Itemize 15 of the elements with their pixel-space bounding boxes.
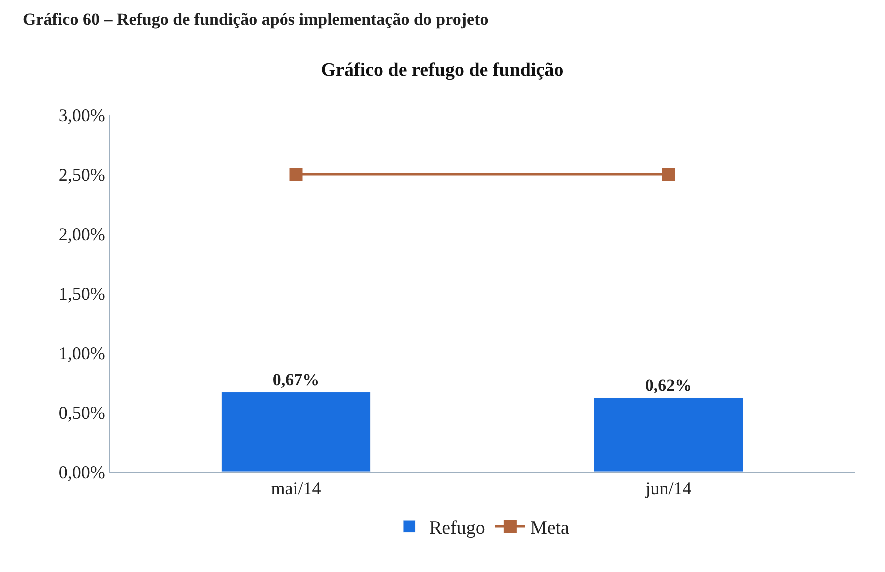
y-tick-label: 2,00%	[58, 224, 106, 244]
data-label: 0,62%	[645, 376, 692, 396]
x-tick-label: mai/14	[271, 478, 322, 499]
y-tick-label: 0,50%	[58, 402, 106, 423]
text: Gráfico 60 – Refugo de fundição após implementação do projeto	[23, 10, 489, 29]
y-tick-label: 1,00%	[58, 343, 106, 364]
y-tick-label: 3,00%	[58, 105, 106, 126]
y-tick-label: 0,00%	[58, 462, 106, 482]
legend-label: Meta	[530, 518, 570, 539]
x-tick-label: jun/14	[644, 478, 692, 499]
legend-label: Refugo	[430, 518, 486, 539]
y-tick-label: 2,50%	[58, 164, 106, 185]
y-tick-label: 1,50%	[58, 284, 106, 304]
chart-title: Gráfico de refugo de fundição	[321, 60, 564, 82]
data-label: 0,67%	[272, 370, 320, 390]
